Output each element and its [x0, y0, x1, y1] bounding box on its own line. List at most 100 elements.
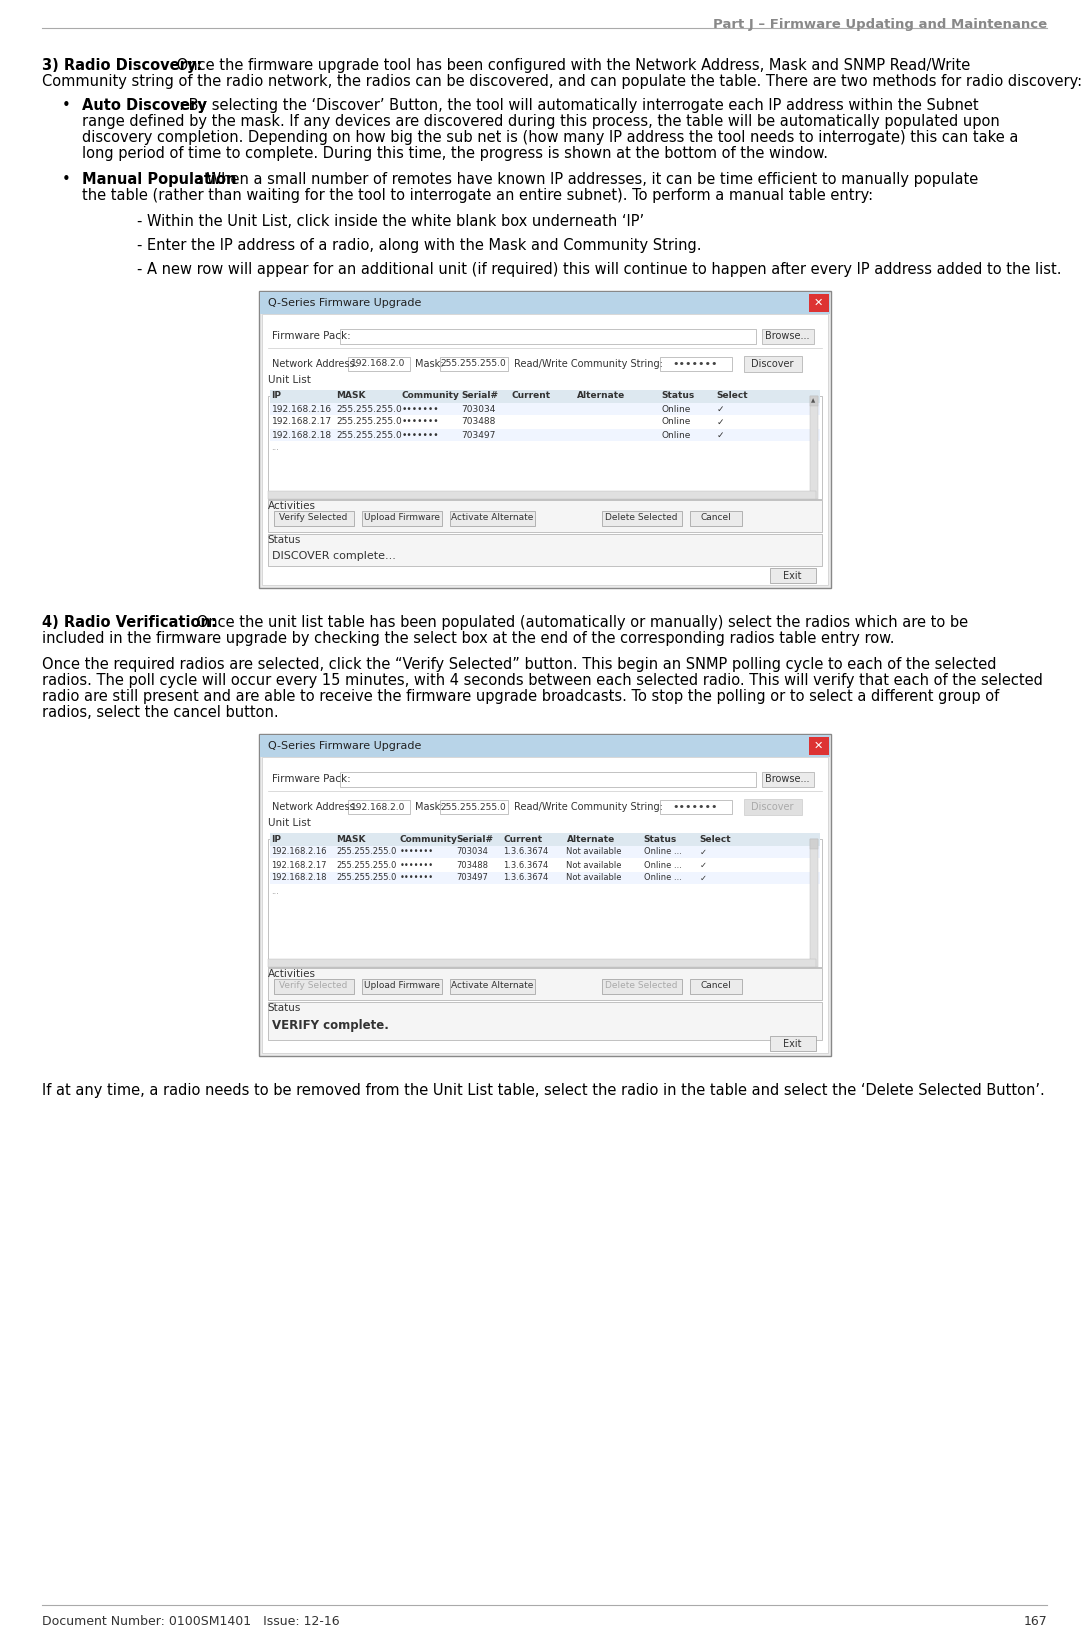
Text: radios, select the cancel button.: radios, select the cancel button. — [42, 706, 279, 720]
Text: radios. The poll cycle will occur every 15 minutes, with 4 seconds between each : radios. The poll cycle will occur every … — [42, 673, 1043, 688]
FancyBboxPatch shape — [268, 491, 816, 499]
Text: Manual Population: Manual Population — [82, 172, 236, 187]
FancyBboxPatch shape — [268, 534, 821, 566]
Text: Upload Firmware: Upload Firmware — [364, 514, 440, 522]
Text: Q-Series Firmware Upgrade: Q-Series Firmware Upgrade — [268, 298, 420, 308]
Text: VERIFY complete.: VERIFY complete. — [271, 1020, 389, 1033]
FancyBboxPatch shape — [268, 499, 821, 532]
Text: Delete Selected: Delete Selected — [605, 982, 677, 990]
Text: Verify Selected: Verify Selected — [279, 982, 347, 990]
Text: MASK: MASK — [337, 835, 366, 843]
Text: Exit: Exit — [783, 571, 802, 581]
FancyBboxPatch shape — [273, 979, 354, 994]
FancyBboxPatch shape — [259, 291, 830, 314]
Text: 3) Radio Discovery:: 3) Radio Discovery: — [42, 57, 203, 74]
Text: Online: Online — [661, 404, 690, 414]
Text: 192.168.2.0: 192.168.2.0 — [352, 802, 406, 812]
FancyBboxPatch shape — [258, 291, 831, 588]
FancyBboxPatch shape — [268, 840, 821, 967]
FancyBboxPatch shape — [809, 840, 818, 850]
FancyBboxPatch shape — [268, 1002, 821, 1039]
Text: •••••••: ••••••• — [402, 431, 439, 439]
FancyBboxPatch shape — [809, 396, 818, 406]
FancyBboxPatch shape — [601, 511, 682, 525]
Text: - A new row will appear for an additional unit (if required) this will continue : - A new row will appear for an additiona… — [137, 262, 1062, 277]
Text: Select: Select — [717, 391, 748, 401]
FancyBboxPatch shape — [340, 329, 756, 344]
Text: •••••••: ••••••• — [673, 359, 719, 368]
Text: 703034: 703034 — [462, 404, 495, 414]
Text: •••••••: ••••••• — [400, 861, 433, 869]
Text: Status: Status — [268, 1003, 301, 1013]
Text: Network Address:: Network Address: — [271, 359, 357, 368]
Text: Status: Status — [644, 835, 676, 843]
FancyBboxPatch shape — [347, 357, 409, 372]
Text: Browse...: Browse... — [766, 331, 810, 340]
FancyBboxPatch shape — [808, 737, 829, 755]
FancyBboxPatch shape — [770, 1036, 816, 1051]
Text: •••••••: ••••••• — [402, 417, 439, 427]
FancyBboxPatch shape — [744, 799, 802, 815]
FancyBboxPatch shape — [770, 568, 816, 583]
Text: : When a small number of remotes have known IP addresses, it can be time efficie: : When a small number of remotes have kn… — [197, 172, 978, 187]
Text: Online ...: Online ... — [644, 861, 682, 869]
FancyBboxPatch shape — [440, 357, 507, 372]
Text: 703034: 703034 — [456, 848, 488, 856]
Text: 255.255.255.0: 255.255.255.0 — [441, 360, 506, 368]
Text: 703488: 703488 — [462, 417, 495, 427]
FancyBboxPatch shape — [809, 396, 818, 499]
Text: Not available: Not available — [566, 874, 622, 882]
FancyBboxPatch shape — [601, 979, 682, 994]
Text: long period of time to complete. During this time, the progress is shown at the : long period of time to complete. During … — [82, 146, 828, 160]
Text: 255.255.255.0: 255.255.255.0 — [337, 404, 402, 414]
FancyBboxPatch shape — [340, 773, 756, 787]
Text: radio are still present and are able to receive the firmware upgrade broadcasts.: radio are still present and are able to … — [42, 689, 1000, 704]
Text: Community string of the radio network, the radios can be discovered, and can pop: Community string of the radio network, t… — [42, 74, 1082, 88]
FancyBboxPatch shape — [347, 800, 409, 814]
Text: Exit: Exit — [783, 1039, 802, 1049]
FancyBboxPatch shape — [269, 833, 820, 846]
Text: IP: IP — [271, 835, 281, 843]
FancyBboxPatch shape — [761, 329, 813, 344]
Text: Network Address:: Network Address: — [271, 802, 357, 812]
Text: ✕: ✕ — [813, 742, 823, 751]
Text: Firmware Pack:: Firmware Pack: — [271, 774, 351, 784]
Text: Alternate: Alternate — [576, 391, 625, 401]
Text: 1.3.6.3674: 1.3.6.3674 — [503, 848, 549, 856]
FancyBboxPatch shape — [268, 959, 816, 967]
Text: Mask:: Mask: — [416, 802, 444, 812]
Text: 192.168.2.17: 192.168.2.17 — [271, 861, 327, 869]
Text: 1.3.6.3674: 1.3.6.3674 — [503, 861, 549, 869]
FancyBboxPatch shape — [689, 979, 742, 994]
Text: DISCOVER complete...: DISCOVER complete... — [271, 552, 395, 561]
Text: ✓: ✓ — [717, 404, 724, 414]
Text: ...: ... — [271, 887, 280, 895]
Text: Upload Firmware: Upload Firmware — [364, 982, 440, 990]
Text: Auto Discovery: Auto Discovery — [82, 98, 207, 113]
Text: Part J – Firmware Updating and Maintenance: Part J – Firmware Updating and Maintenan… — [713, 18, 1047, 31]
Text: Delete Selected: Delete Selected — [605, 514, 677, 522]
Text: If at any time, a radio needs to be removed from the Unit List table, select the: If at any time, a radio needs to be remo… — [42, 1084, 1044, 1098]
Text: ✓: ✓ — [699, 861, 707, 869]
Text: MASK: MASK — [337, 391, 366, 401]
Text: Cancel: Cancel — [700, 982, 731, 990]
Text: 192.168.2.18: 192.168.2.18 — [271, 431, 332, 439]
Text: : By selecting the ‘Discover’ Button, the tool will automatically interrogate ea: : By selecting the ‘Discover’ Button, th… — [179, 98, 979, 113]
Text: Serial#: Serial# — [456, 835, 493, 843]
FancyBboxPatch shape — [362, 511, 441, 525]
FancyBboxPatch shape — [450, 979, 535, 994]
Text: Activate Alternate: Activate Alternate — [451, 982, 534, 990]
Text: ▲: ▲ — [811, 398, 816, 403]
Text: Status: Status — [268, 535, 301, 545]
Text: discovery completion. Depending on how big the sub net is (how many IP address t: discovery completion. Depending on how b… — [82, 129, 1018, 146]
FancyBboxPatch shape — [269, 403, 820, 416]
FancyBboxPatch shape — [269, 846, 820, 858]
Text: ✓: ✓ — [699, 848, 707, 856]
Text: 192.168.2.18: 192.168.2.18 — [271, 874, 327, 882]
Text: Discover: Discover — [751, 802, 794, 812]
FancyBboxPatch shape — [269, 416, 820, 427]
Text: included in the firmware upgrade by checking the select box at the end of the co: included in the firmware upgrade by chec… — [42, 630, 894, 647]
Text: Document Number: 0100SM1401   Issue: 12-16: Document Number: 0100SM1401 Issue: 12-16 — [42, 1616, 340, 1629]
FancyBboxPatch shape — [744, 355, 802, 372]
Text: 255.255.255.0: 255.255.255.0 — [337, 431, 402, 439]
